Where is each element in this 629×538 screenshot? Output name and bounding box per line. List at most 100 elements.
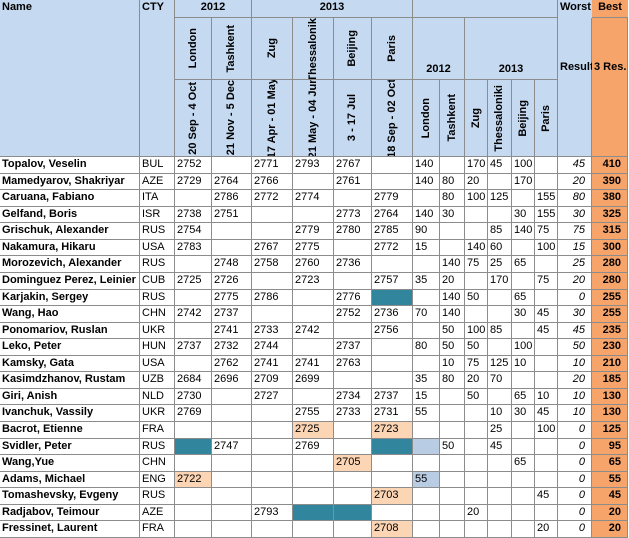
- rating: 2767: [252, 239, 293, 257]
- country: RUS: [140, 256, 175, 273]
- rating: [212, 157, 252, 174]
- points: 80: [413, 339, 440, 356]
- player-name: Ivanchuk, Vassily: [0, 405, 140, 423]
- player-name: Fressinet, Laurent: [0, 521, 140, 538]
- blank-header: [413, 0, 558, 18]
- worst-label: Result: [560, 61, 592, 73]
- rating: 2736: [334, 256, 372, 273]
- worst-result: 50: [558, 339, 592, 356]
- points: 80: [440, 190, 465, 207]
- points: 55: [413, 405, 440, 423]
- points: [488, 388, 512, 406]
- rating: 2780: [334, 223, 372, 240]
- rating: 2786: [252, 289, 293, 307]
- best-total: 230: [592, 339, 628, 356]
- player-name: Tomashevsky, Evgeny: [0, 488, 140, 505]
- rating: [175, 504, 212, 522]
- points: [535, 355, 558, 373]
- points: [440, 422, 465, 439]
- rating: 2737: [334, 339, 372, 356]
- player-name: Morozevich, Alexander: [0, 256, 140, 273]
- points: [488, 504, 512, 522]
- worst-result: 45: [558, 157, 592, 174]
- points: 65: [512, 289, 535, 307]
- rating: [175, 190, 212, 207]
- rating: 2696: [212, 372, 252, 389]
- rating: 2752: [334, 306, 372, 323]
- rating: 2737: [175, 339, 212, 356]
- rating: 2733: [334, 405, 372, 423]
- points: 50: [465, 339, 488, 356]
- points: 35: [413, 372, 440, 389]
- best-total: 280: [592, 256, 628, 273]
- points: [440, 488, 465, 505]
- event-city: Paris: [372, 18, 413, 80]
- rating: 2764: [372, 206, 413, 224]
- rating: 2726: [212, 272, 252, 290]
- points-city: London: [413, 80, 440, 157]
- points: 85: [488, 223, 512, 240]
- player-name: Topalov, Veselin: [0, 157, 140, 174]
- country: UKR: [140, 405, 175, 423]
- rating: 2785: [372, 223, 413, 240]
- points-city: Paris: [535, 80, 558, 157]
- rating: [212, 488, 252, 505]
- player-name: Wang,Yue: [0, 455, 140, 472]
- event-city: Thessaloniki: [293, 18, 334, 80]
- points: [535, 455, 558, 472]
- points: 30: [512, 306, 535, 323]
- rating: [334, 239, 372, 257]
- player-name: Caruana, Fabiano: [0, 190, 140, 207]
- player-name: Kamsky, Gata: [0, 355, 140, 373]
- rating: [212, 521, 252, 538]
- points: [465, 471, 488, 489]
- rating: 2758: [252, 256, 293, 273]
- player-name: Leko, Peter: [0, 339, 140, 356]
- rating: [334, 521, 372, 538]
- best-total: 280: [592, 272, 628, 290]
- rating: [252, 521, 293, 538]
- points: [465, 521, 488, 538]
- player-name: Bacrot, Etienne: [0, 422, 140, 439]
- points: [413, 504, 440, 522]
- points: 55: [413, 471, 440, 489]
- points: [488, 173, 512, 191]
- points: 15: [413, 388, 440, 406]
- player-name: Ponomariov, Ruslan: [0, 322, 140, 340]
- points: 10: [512, 355, 535, 373]
- worst-result: 0: [558, 488, 592, 505]
- rating: 2752: [175, 157, 212, 174]
- points: 140: [413, 157, 440, 174]
- points: 15: [413, 239, 440, 257]
- rating: 2769: [293, 438, 334, 456]
- points: [535, 339, 558, 356]
- best-total: 130: [592, 405, 628, 423]
- event-dates: 18 Sep - 02 Oct: [372, 80, 413, 157]
- points: [440, 223, 465, 240]
- rating: 2741: [212, 322, 252, 340]
- points: 140: [512, 223, 535, 240]
- rating: 2723: [372, 422, 413, 439]
- rating: [175, 521, 212, 538]
- rating: [293, 521, 334, 538]
- player-name: Svidler, Peter: [0, 438, 140, 456]
- rating: [252, 455, 293, 472]
- rating: [175, 455, 212, 472]
- rating: [334, 272, 372, 290]
- rating: [334, 322, 372, 340]
- points: 45: [488, 157, 512, 174]
- points: 30: [440, 206, 465, 224]
- points: [535, 504, 558, 522]
- points: 65: [512, 388, 535, 406]
- points: 155: [535, 190, 558, 207]
- points: 30: [512, 206, 535, 224]
- rating: 2730: [175, 388, 212, 406]
- rating: 2736: [372, 306, 413, 323]
- rating: 2748: [212, 256, 252, 273]
- worst-result: 0: [558, 438, 592, 456]
- worst-result: 20: [558, 173, 592, 191]
- points-city: Tashkent: [440, 80, 465, 157]
- rating: [252, 272, 293, 290]
- rating: 2751: [212, 206, 252, 224]
- player-name: Gelfand, Boris: [0, 206, 140, 224]
